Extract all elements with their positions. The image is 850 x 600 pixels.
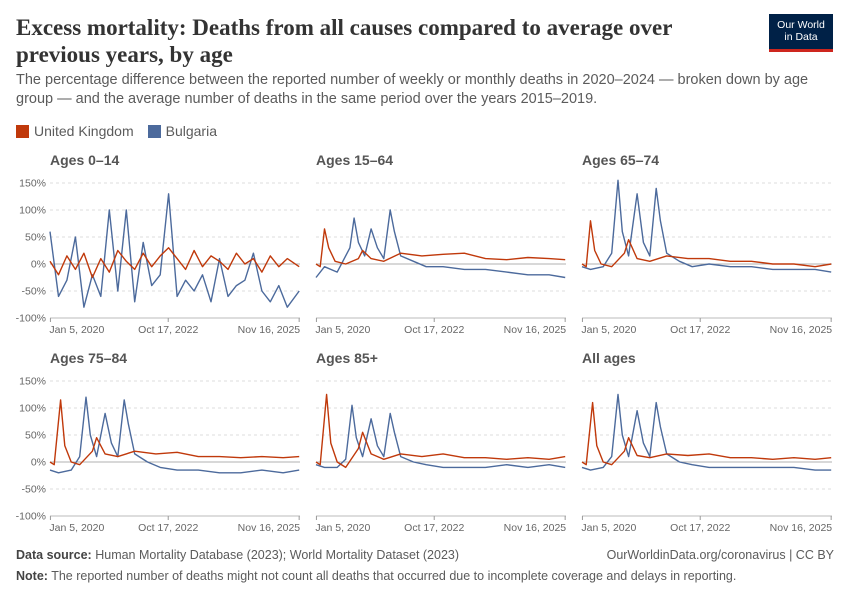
data-source: Data source: Human Mortality Database (2… — [16, 548, 459, 562]
xtick-label-3-1: Oct 17, 2022 — [138, 522, 198, 534]
legend-label-bulgaria: Bulgaria — [165, 123, 217, 139]
logo-line-2: in Data — [784, 31, 818, 43]
ytick-label-0-3: 50% — [25, 232, 46, 244]
note-label: Note: — [16, 569, 48, 583]
xtick-label-2-0: Jan 5, 2020 — [581, 324, 636, 336]
xtick-label-3-2: Nov 16, 2025 — [238, 522, 301, 534]
data-source-label: Data source: — [16, 548, 92, 562]
ytick-label-3-1: -50% — [21, 484, 46, 496]
ytick-label-0-0: -100% — [16, 313, 46, 325]
chart-subtitle: The percentage difference between the re… — [16, 72, 809, 107]
panel-title-3: Ages 75–84 — [50, 350, 127, 366]
legend-item-bulgaria[interactable]: Bulgaria — [147, 123, 217, 139]
xtick-label-4-1: Oct 17, 2022 — [404, 522, 464, 534]
ytick-label-0-1: -50% — [21, 286, 46, 298]
series-bulgaria-5 — [581, 393, 832, 471]
note-text: The reported number of deaths might not … — [51, 569, 737, 583]
xtick-label-1-0: Jan 5, 2020 — [315, 324, 370, 336]
series-uk-1 — [315, 228, 566, 268]
legend-item-uk[interactable]: United Kingdom — [16, 123, 134, 139]
source-url[interactable]: OurWorldinData.org/coronavirus | CC BY — [606, 548, 834, 562]
series-bulgaria-2 — [581, 179, 832, 273]
ytick-label-3-4: 100% — [19, 403, 46, 415]
xtick-label-4-0: Jan 5, 2020 — [315, 522, 370, 534]
legend-label-uk: United Kingdom — [34, 123, 134, 139]
series-uk-2 — [581, 220, 832, 268]
series-uk-4 — [315, 393, 566, 469]
series-bulgaria-4 — [315, 404, 566, 469]
ytick-label-3-2: 0% — [31, 457, 46, 469]
xtick-label-2-2: Nov 16, 2025 — [770, 324, 833, 336]
xtick-label-1-1: Oct 17, 2022 — [404, 324, 464, 336]
ytick-label-0-5: 150% — [19, 178, 46, 190]
series-bulgaria-3 — [49, 396, 300, 474]
ytick-label-0-4: 100% — [19, 205, 46, 217]
logo-line-1: Our World — [777, 19, 825, 31]
panel-title-4: Ages 85+ — [316, 350, 378, 366]
xtick-label-3-0: Jan 5, 2020 — [49, 522, 104, 534]
xtick-label-5-2: Nov 16, 2025 — [770, 522, 833, 534]
xtick-label-0-0: Jan 5, 2020 — [49, 324, 104, 336]
panel-title-1: Ages 15–64 — [316, 152, 393, 168]
panel-title-5: All ages — [582, 350, 636, 366]
ytick-label-0-2: 0% — [31, 259, 46, 271]
legend: United Kingdom Bulgaria — [16, 123, 217, 139]
chart-note: Note: The reported number of deaths migh… — [16, 569, 736, 583]
series-uk-0 — [49, 247, 300, 279]
xtick-label-2-1: Oct 17, 2022 — [670, 324, 730, 336]
xtick-label-4-2: Nov 16, 2025 — [504, 522, 567, 534]
xtick-label-0-2: Nov 16, 2025 — [238, 324, 301, 336]
series-uk-5 — [581, 401, 832, 466]
chart-title: Excess mortality: Deaths from all causes… — [16, 15, 672, 67]
panel-title-2: Ages 65–74 — [582, 152, 659, 168]
series-bulgaria-0 — [49, 193, 300, 308]
ytick-label-3-5: 150% — [19, 376, 46, 388]
legend-swatch-bulgaria — [147, 124, 161, 138]
data-source-text[interactable]: Human Mortality Database (2023); World M… — [95, 548, 460, 562]
ytick-label-3-3: 50% — [25, 430, 46, 442]
owid-logo[interactable]: Our World in Data — [769, 14, 833, 52]
xtick-label-0-1: Oct 17, 2022 — [138, 324, 198, 336]
series-uk-3 — [49, 399, 300, 466]
legend-swatch-uk — [16, 124, 29, 138]
panel-title-0: Ages 0–14 — [50, 152, 119, 168]
xtick-label-5-0: Jan 5, 2020 — [581, 522, 636, 534]
ytick-label-3-0: -100% — [16, 511, 46, 523]
xtick-label-5-1: Oct 17, 2022 — [670, 522, 730, 534]
series-bulgaria-1 — [315, 209, 566, 279]
xtick-label-1-2: Nov 16, 2025 — [504, 324, 567, 336]
